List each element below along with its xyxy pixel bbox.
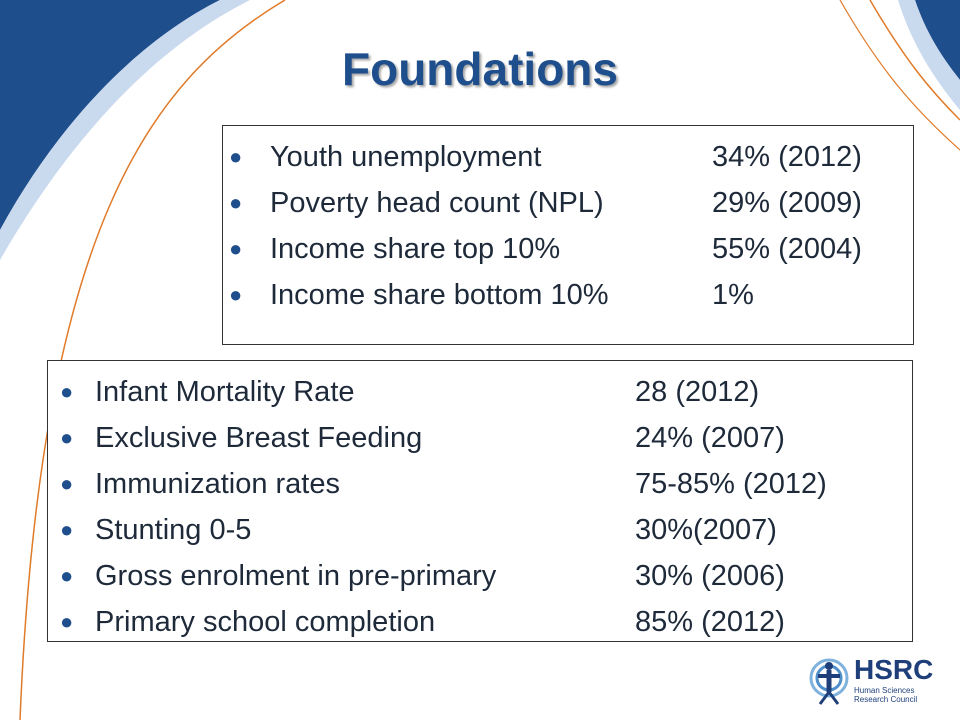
corner-blue-wedge <box>0 0 220 230</box>
list-item: ● Primary school completion 85% (2012) <box>48 599 912 645</box>
indicator-value: 75-85% (2012) <box>635 468 827 500</box>
indicator-value: 30% (2006) <box>635 560 785 592</box>
indicator-label: Gross enrolment in pre-primary <box>95 560 497 592</box>
list-item: ● Income share top 10% 55% (2004) <box>223 226 913 272</box>
bullet-icon: ● <box>60 425 74 450</box>
indicator-value: 85% (2012) <box>635 606 785 638</box>
bullet-icon: ● <box>60 609 74 634</box>
list-item: ● Youth unemployment 34% (2012) <box>223 134 913 180</box>
list-item: ● Immunization rates 75-85% (2012) <box>48 461 912 507</box>
child-development-indicators-box: ● Infant Mortality Rate 28 (2012) ● Excl… <box>47 360 913 642</box>
indicator-value: 24% (2007) <box>635 422 785 454</box>
indicator-label: Infant Mortality Rate <box>95 376 355 408</box>
logo-subtitle-line1: Human Sciences <box>854 686 915 695</box>
indicator-label: Immunization rates <box>95 468 340 500</box>
list-item: ● Poverty head count (NPL) 29% (2009) <box>223 180 913 226</box>
indicator-value: 29% (2009) <box>712 187 862 219</box>
hsrc-logo: HSRC Human Sciences Research Council <box>808 652 948 712</box>
indicator-value: 28 (2012) <box>635 376 760 408</box>
slide-title: Foundations <box>342 43 618 95</box>
bullet-icon: ● <box>229 236 243 261</box>
bullet-icon: ● <box>60 517 74 542</box>
hsrc-emblem-icon <box>809 658 849 705</box>
indicator-label: Income share top 10% <box>270 233 561 265</box>
bullet-icon: ● <box>229 144 243 169</box>
list-item: ● Gross enrolment in pre-primary 30% (20… <box>48 553 912 599</box>
indicator-label: Poverty head count (NPL) <box>270 187 604 219</box>
list-item: ● Income share bottom 10% 1% <box>223 272 913 318</box>
indicator-value: 55% (2004) <box>712 233 862 265</box>
bullet-icon: ● <box>60 471 74 496</box>
corner-lightblue-band-right <box>898 0 960 110</box>
list-item: ● Infant Mortality Rate 28 (2012) <box>48 369 912 415</box>
indicator-label: Stunting 0-5 <box>95 514 252 546</box>
bullet-icon: ● <box>229 282 243 307</box>
indicator-value: 30%(2007) <box>635 514 777 546</box>
list-item: ● Exclusive Breast Feeding 24% (2007) <box>48 415 912 461</box>
list-item: ● Stunting 0-5 30%(2007) <box>48 507 912 553</box>
logo-subtitle-line2: Research Council <box>854 695 918 704</box>
orange-swoosh-left <box>19 0 286 720</box>
indicator-value: 1% <box>712 279 754 311</box>
logo-name: HSRC <box>854 654 934 685</box>
bullet-icon: ● <box>60 379 74 404</box>
indicator-value: 34% (2012) <box>712 141 862 173</box>
indicator-label: Youth unemployment <box>270 141 542 173</box>
bullet-icon: ● <box>229 190 243 215</box>
corner-blue-wedge-right <box>915 0 960 80</box>
orange-swoosh-right-2 <box>839 0 960 151</box>
indicator-label: Primary school completion <box>95 606 436 638</box>
bullet-icon: ● <box>60 563 74 588</box>
economic-indicators-box: ● Youth unemployment 34% (2012) ● Povert… <box>222 125 914 345</box>
indicator-label: Income share bottom 10% <box>270 279 609 311</box>
indicator-label: Exclusive Breast Feeding <box>95 422 423 454</box>
orange-swoosh-right <box>869 0 960 121</box>
